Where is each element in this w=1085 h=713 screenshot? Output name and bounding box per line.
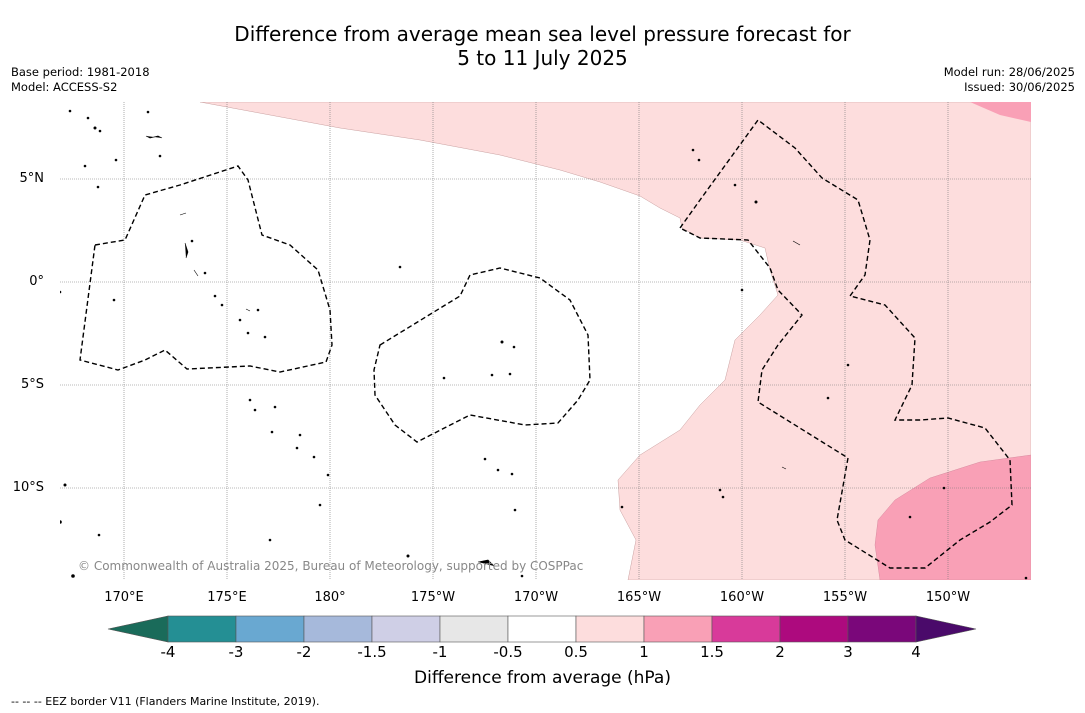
- lon-label-160w: 160°W: [719, 590, 765, 605]
- lon-label-165w: 165°W: [616, 590, 662, 605]
- lon-label-155w: 155°W: [822, 590, 868, 605]
- cb-tick-1: 1: [639, 643, 649, 661]
- colorbar-segment: [507, 615, 577, 643]
- lat-label-10s: 10°S: [12, 480, 44, 495]
- lat-label-5s: 5°S: [20, 377, 44, 392]
- cb-tick-2: 2: [775, 643, 785, 661]
- positive-anomaly-mid-region-ne: [970, 102, 1031, 122]
- lon-label-180: 180°: [314, 590, 346, 605]
- cb-tick-neg3: -3: [228, 643, 244, 661]
- lon-label-175w: 175°W: [410, 590, 456, 605]
- lon-label-150w: 150°W: [925, 590, 971, 605]
- colorbar-segment: [711, 615, 781, 643]
- cb-tick-0-5: 0.5: [564, 643, 588, 661]
- colorbar-segment: [439, 615, 509, 643]
- colorbar-segment: [847, 615, 917, 643]
- copyright-notice: © Commonwealth of Australia 2025, Bureau…: [78, 559, 584, 573]
- lat-label-5n: 5°N: [19, 171, 45, 186]
- cb-tick-1-5: 1.5: [700, 643, 724, 661]
- cb-tick-3: 3: [843, 643, 853, 661]
- cb-tick-neg4: -4: [160, 643, 176, 661]
- colorbar-extend-low: [107, 615, 169, 643]
- colorbar-segment: [167, 615, 237, 643]
- eez-footer-note: -- -- -- EEZ border V11 (Flanders Marine…: [11, 695, 320, 708]
- base-period: Base period: 1981-2018: [11, 65, 150, 79]
- cb-tick-neg1: -1: [432, 643, 448, 661]
- model-run: Model run: 28/06/2025: [943, 65, 1075, 79]
- meta-left: Base period: 1981-2018 Model: ACCESS-S2: [11, 65, 150, 95]
- cb-tick-neg2: -2: [296, 643, 312, 661]
- islands: [60, 109, 1028, 580]
- cb-tick-neg0-5: -0.5: [493, 643, 523, 661]
- positive-anomaly-mid-region-se: [874, 454, 1031, 580]
- colorbar: [107, 615, 977, 643]
- colorbar-label: Difference from average (hPa): [414, 668, 671, 688]
- meta-right: Model run: 28/06/2025 Issued: 30/06/2025: [944, 65, 1075, 95]
- eez-border-line-islands: [678, 119, 1013, 569]
- issued-date: Issued: 30/06/2025: [964, 80, 1075, 94]
- cb-tick-neg1-5: -1.5: [357, 643, 387, 661]
- cb-tick-4: 4: [911, 643, 921, 661]
- lon-label-170w: 170°W: [513, 590, 559, 605]
- lon-label-170e: 170°E: [104, 590, 144, 605]
- colorbar-extend-high: [915, 615, 977, 643]
- colorbar-segment: [235, 615, 305, 643]
- colorbar-segment: [779, 615, 849, 643]
- colorbar-segment: [643, 615, 713, 643]
- lat-label-0: 0°: [29, 274, 44, 289]
- eez-border-phoenix: [373, 267, 591, 443]
- map-title-line1: Difference from average mean sea level p…: [234, 22, 851, 46]
- lon-label-175e: 175°E: [207, 590, 247, 605]
- model-name: Model: ACCESS-S2: [11, 80, 118, 94]
- colorbar-segment: [575, 615, 645, 643]
- eez-border-kiribati-gilbert: [79, 165, 333, 373]
- colorbar-segment: [303, 615, 373, 643]
- map-title-line2: 5 to 11 July 2025: [457, 46, 628, 70]
- colorbar-segment: [371, 615, 441, 643]
- graticule: [60, 102, 1031, 580]
